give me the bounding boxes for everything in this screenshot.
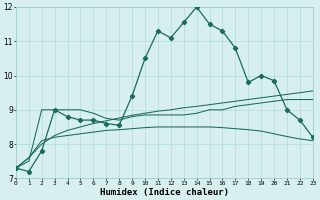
- X-axis label: Humidex (Indice chaleur): Humidex (Indice chaleur): [100, 188, 229, 197]
